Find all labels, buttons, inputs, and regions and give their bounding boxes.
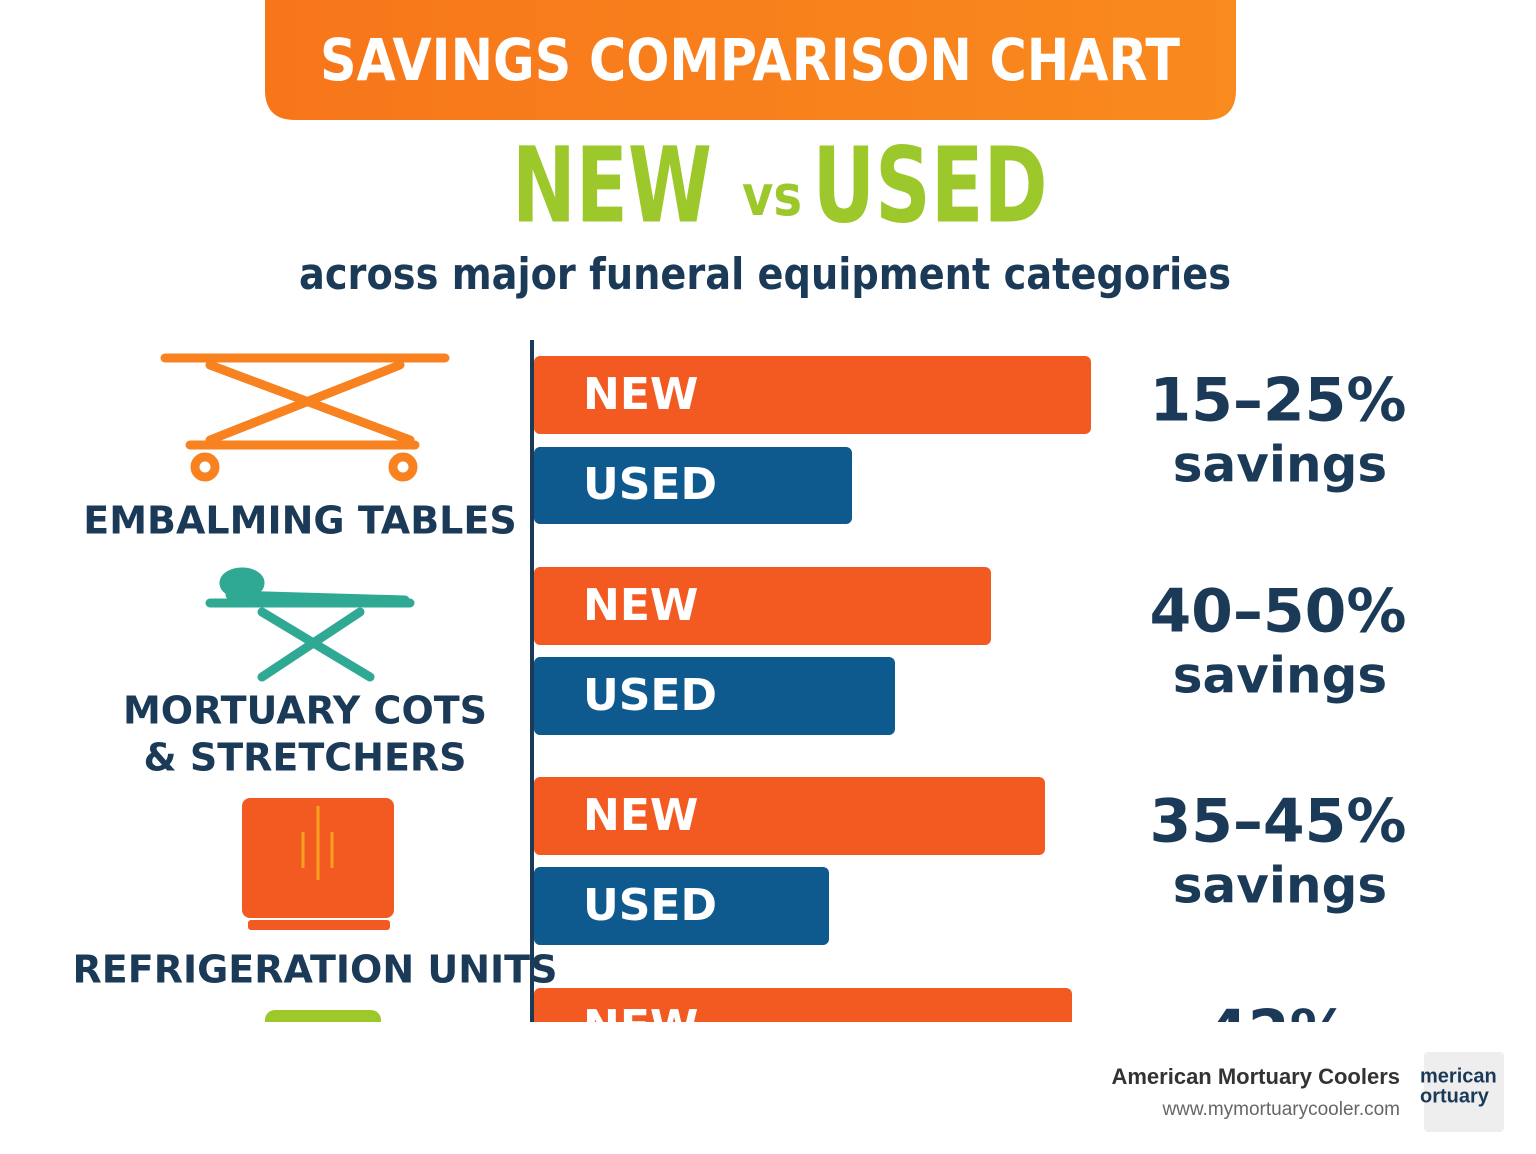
logo-text: merican xyxy=(1420,1065,1497,1087)
savings-value: 15–25% xyxy=(1149,366,1406,436)
bar-label: USED xyxy=(583,459,717,510)
logo xyxy=(1424,1052,1504,1132)
headline-used: USED xyxy=(813,124,1048,246)
bar-label: NEW xyxy=(583,369,698,420)
headline-vs: vs xyxy=(742,164,802,229)
table-icon xyxy=(160,353,450,482)
bar xyxy=(534,777,1045,855)
bar xyxy=(534,447,852,524)
bar xyxy=(534,356,1091,434)
savings-value: 42% xyxy=(1206,998,1350,1068)
bar xyxy=(534,867,829,945)
bar-label: NEW xyxy=(583,1001,698,1052)
footer-url: www.mymortuarycooler.com xyxy=(1161,1099,1400,1120)
category-name: & STRETCHERS xyxy=(143,736,466,780)
savings-word: savings xyxy=(1173,857,1387,915)
category-name: REFRIGERATION UNITS xyxy=(73,948,558,992)
headline-new: NEW xyxy=(512,124,712,246)
savings-word: savings xyxy=(1173,647,1387,705)
savings-value: 35–45% xyxy=(1149,787,1406,857)
bar-label: NEW xyxy=(583,580,698,631)
savings-value: 40–50% xyxy=(1149,577,1406,647)
category-name: MORTUARY COTS xyxy=(123,689,487,733)
logo-text: ortuary xyxy=(1420,1085,1490,1107)
bar-label: NEW xyxy=(583,790,698,841)
fridge-icon xyxy=(242,798,394,930)
next-icon xyxy=(265,1010,381,1022)
cot-icon xyxy=(205,567,415,682)
bar-label: USED xyxy=(583,670,717,721)
bar xyxy=(534,567,991,645)
bar-label: USED xyxy=(583,880,717,931)
savings-word: savings xyxy=(1173,436,1387,494)
bar xyxy=(534,657,895,735)
footer-company: American Mortuary Coolers xyxy=(1111,1064,1400,1089)
header-banner xyxy=(265,0,1236,120)
subtitle: across major funeral equipment categorie… xyxy=(299,249,1231,300)
bar xyxy=(534,988,1072,1022)
header-title: SAVINGS COMPARISON CHART xyxy=(320,26,1180,94)
category-name: EMBALMING TABLES xyxy=(83,499,516,543)
